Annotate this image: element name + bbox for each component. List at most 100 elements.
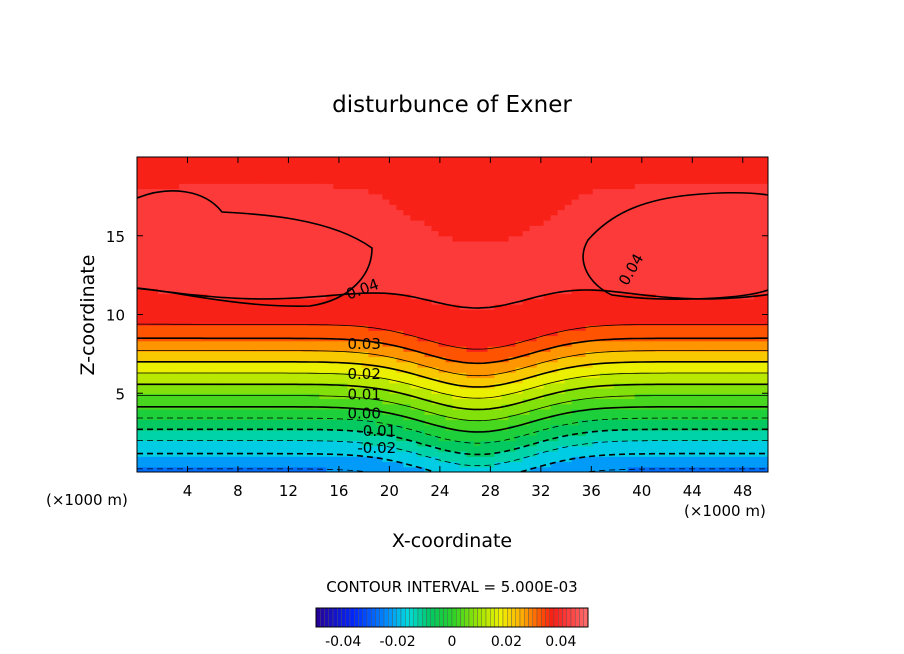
field-cell xyxy=(214,445,222,452)
field-cell xyxy=(207,256,215,263)
field-cell xyxy=(487,419,496,426)
field-cell xyxy=(627,382,636,389)
field-cell xyxy=(396,304,405,310)
field-cell xyxy=(606,325,615,331)
field-cell xyxy=(403,220,412,226)
field-cell xyxy=(592,456,601,463)
field-cell xyxy=(508,340,517,347)
field-cell xyxy=(571,361,580,368)
field-cell xyxy=(438,183,447,190)
field-cell xyxy=(326,435,334,442)
field-cell xyxy=(207,466,215,472)
field-cell xyxy=(522,414,531,421)
field-cell xyxy=(515,340,524,347)
field-cell xyxy=(655,214,664,221)
field-cell xyxy=(557,267,566,274)
field-cell xyxy=(641,356,650,363)
field-cell xyxy=(683,451,692,457)
field-cell xyxy=(277,351,285,358)
field-cell xyxy=(522,183,531,190)
field-cell xyxy=(277,193,285,200)
field-cell xyxy=(305,330,313,337)
field-cell xyxy=(214,241,222,247)
field-cell xyxy=(606,403,615,410)
field-cell xyxy=(410,157,419,163)
field-cell xyxy=(375,367,383,373)
field-cell xyxy=(340,351,348,358)
field-cell xyxy=(368,172,376,179)
field-cell xyxy=(592,367,601,373)
field-cell xyxy=(193,162,201,169)
field-cell xyxy=(368,220,376,226)
field-cell xyxy=(564,304,573,310)
field-cell xyxy=(585,456,594,463)
field-cell xyxy=(459,335,468,342)
field-cell xyxy=(711,451,720,457)
field-cell xyxy=(270,456,278,463)
field-cell xyxy=(494,398,503,405)
field-cell xyxy=(718,430,727,436)
field-cell xyxy=(179,424,187,431)
field-cell xyxy=(193,267,201,274)
field-cell xyxy=(501,451,510,457)
field-cell xyxy=(347,398,355,405)
field-cell xyxy=(396,382,405,389)
field-cell xyxy=(375,188,383,195)
field-cell xyxy=(704,262,713,268)
field-cell xyxy=(305,319,313,326)
field-cell xyxy=(375,430,383,436)
field-cell xyxy=(438,172,447,179)
field-cell xyxy=(676,377,685,384)
field-cell xyxy=(137,314,145,321)
field-cell xyxy=(508,235,517,242)
field-cell xyxy=(459,325,468,331)
field-cell xyxy=(207,367,215,373)
field-cell xyxy=(599,319,608,326)
field-cell xyxy=(508,199,517,205)
field-cell xyxy=(347,235,355,242)
field-cell xyxy=(655,314,664,321)
field-cell xyxy=(256,178,264,184)
field-cell xyxy=(550,183,559,190)
field-cell xyxy=(214,319,222,326)
field-cell xyxy=(396,283,405,289)
field-cell xyxy=(459,262,468,268)
field-cell xyxy=(711,225,720,232)
field-cell xyxy=(466,445,475,452)
field-cell xyxy=(256,346,264,352)
field-cell xyxy=(620,267,629,274)
field-cell xyxy=(165,293,173,300)
field-cell xyxy=(613,283,622,289)
field-cell xyxy=(459,167,468,174)
field-cell xyxy=(375,319,383,326)
field-cell xyxy=(144,298,152,305)
field-cell xyxy=(298,440,306,447)
field-cell xyxy=(235,351,243,358)
field-cell xyxy=(200,393,208,400)
field-cell xyxy=(501,435,510,442)
field-cell xyxy=(298,162,306,169)
field-cell xyxy=(445,235,454,242)
field-cell xyxy=(179,388,187,394)
field-cell xyxy=(305,230,313,237)
field-cell xyxy=(704,220,713,226)
field-cell xyxy=(445,314,454,321)
field-cell xyxy=(263,209,271,216)
field-cell xyxy=(144,288,152,295)
field-cell xyxy=(571,398,580,405)
field-cell xyxy=(270,199,278,205)
field-cell xyxy=(354,456,362,463)
field-cell xyxy=(508,225,517,232)
field-cell xyxy=(683,430,692,436)
field-cell xyxy=(347,251,355,258)
field-cell xyxy=(452,193,461,200)
field-cell xyxy=(543,424,552,431)
field-cell xyxy=(529,424,538,431)
field-cell xyxy=(487,298,496,305)
field-cell xyxy=(193,304,201,310)
field-cell xyxy=(522,393,531,400)
field-cell xyxy=(200,256,208,263)
field-cell xyxy=(158,435,166,442)
field-cell xyxy=(340,167,348,174)
field-cell xyxy=(627,356,636,363)
